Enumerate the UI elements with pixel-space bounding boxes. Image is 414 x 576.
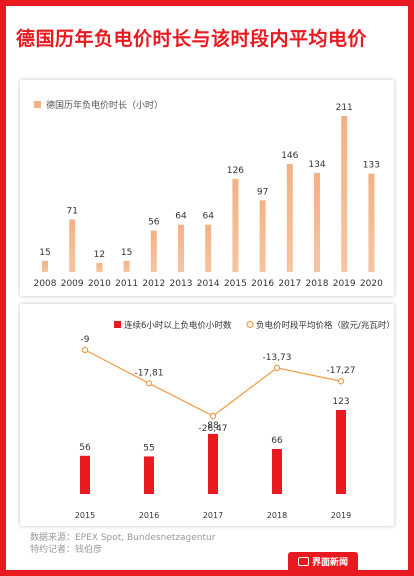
bar-2019 [341, 116, 348, 272]
bar-2008 [42, 260, 48, 272]
long-period-bar-2016 [144, 456, 154, 494]
price-point [273, 364, 281, 372]
x-tick-label: 2019 [333, 279, 356, 289]
chart1-legend: 德国历年负电价时长（小时） [34, 99, 163, 111]
price-point [337, 378, 345, 385]
bar-2017 [286, 164, 293, 272]
chart1-bars: 15 2008 71 2009 12 2010 15 2011 56 2012 64 2013 64 20… [34, 103, 384, 289]
bar-value-label: 12 [94, 250, 105, 260]
brand-badge: 界面新闻 [288, 552, 358, 570]
long-period-bar-2019 [336, 410, 346, 494]
legend-label-hours: 德国历年负电价时长（小时） [46, 99, 163, 111]
chart-long-negative-periods: 连续6小时以上负电价小时数 负电价时段平均价格（欧元/兆瓦时） 56 2015 55… [75, 320, 394, 520]
x-tick-label: 2008 [34, 279, 57, 289]
x-tick-label: 2017 [203, 511, 223, 520]
bar-value-label: 56 [148, 218, 160, 228]
price-point [145, 380, 153, 387]
x-tick-label: 2019 [331, 511, 351, 520]
chart-negative-price-hours: 德国历年负电价时长（小时） 15 2008 71 2009 12 2010 15 2011 56… [34, 99, 384, 289]
bar-value-label: 146 [281, 151, 298, 161]
infographic-page: 德国历年负电价时长与该时段内平均电价 德国历年负电价时长（小时） 15 2008 7… [6, 6, 408, 570]
bar-value-label: 133 [363, 161, 380, 171]
bar-value-label: 56 [79, 443, 91, 453]
x-tick-label: 2015 [75, 511, 95, 520]
brand-logo-icon [297, 556, 309, 566]
bar-value-label: 126 [227, 166, 244, 176]
x-tick-label: 2010 [88, 279, 111, 289]
price-value-label: -9 [81, 335, 90, 345]
price-point [209, 412, 217, 420]
source-line: 数据来源：EPEX Spot, Bundesnetzagentur [30, 533, 216, 543]
x-tick-label: 2016 [139, 511, 159, 520]
price-value-label: -26,47 [198, 424, 227, 434]
legend-swatch-bars [114, 321, 121, 328]
chart2-marks: 56 2015 55 2016 88 2017 66 2018 123 2019 -9 -17,81 -… [75, 335, 356, 520]
panel-negative-price-hours: 德国历年负电价时长（小时） 15 2008 71 2009 12 2010 15 2011 56… [20, 80, 394, 296]
reporter-line: 特约记者：钱伯彦 [30, 545, 103, 555]
bar-2016 [259, 200, 266, 272]
price-line [84, 349, 342, 417]
bar-value-label: 64 [202, 212, 214, 222]
bar-value-label: 88 [207, 421, 219, 431]
long-period-bar-2015 [80, 455, 90, 494]
bar-2011 [123, 260, 130, 272]
bar-2009 [69, 219, 76, 272]
legend-marker-line [246, 320, 254, 329]
x-tick-label: 2012 [142, 279, 165, 289]
bar-value-label: 97 [257, 187, 268, 197]
bar-value-label: 211 [336, 103, 353, 113]
x-tick-label: 2018 [306, 279, 329, 289]
bar-value-label: 71 [66, 207, 77, 217]
x-tick-label: 2016 [251, 279, 274, 289]
price-value-label: -17,27 [326, 366, 355, 376]
page-title: 德国历年负电价时长与该时段内平均电价 [16, 28, 368, 50]
legend-swatch-hours [34, 101, 41, 108]
bar-2013 [178, 224, 184, 272]
x-tick-label: 2020 [360, 279, 383, 289]
chart2-legend: 连续6小时以上负电价小时数 负电价时段平均价格（欧元/兆瓦时） [114, 320, 394, 331]
x-tick-label: 2009 [61, 279, 84, 289]
x-tick-label: 2015 [224, 279, 247, 289]
bar-2012 [150, 230, 157, 272]
x-tick-label: 2018 [267, 511, 287, 520]
bar-value-label: 55 [143, 443, 154, 453]
price-value-label: -13,73 [262, 353, 291, 363]
bar-2018 [314, 172, 320, 272]
bar-2014 [205, 224, 212, 272]
bar-value-label: 123 [332, 397, 349, 407]
legend-label-line: 负电价时段平均价格（欧元/兆瓦时） [256, 320, 394, 331]
x-tick-label: 2013 [170, 279, 193, 289]
brand-name: 界面新闻 [311, 557, 348, 568]
long-period-bar-2017 [208, 433, 218, 494]
price-point [81, 346, 89, 354]
x-tick-label: 2014 [197, 279, 220, 289]
bar-2020 [368, 173, 375, 272]
source-note: 数据来源：EPEX Spot, Bundesnetzagentur 特约记者：钱… [30, 532, 215, 556]
bar-value-label: 15 [121, 248, 132, 258]
bar-value-label: 15 [39, 248, 50, 258]
bar-value-label: 134 [308, 160, 325, 170]
bar-value-label: 66 [271, 436, 283, 446]
bar-2010 [96, 263, 103, 272]
bar-2015 [232, 178, 239, 272]
panel-long-negative-periods: 连续6小时以上负电价小时数 负电价时段平均价格（欧元/兆瓦时） 56 2015 55… [20, 304, 394, 526]
long-period-bar-2018 [272, 448, 282, 494]
x-tick-label: 2017 [278, 279, 301, 289]
price-value-label: -17,81 [134, 368, 163, 378]
legend-label-bars: 连续6小时以上负电价小时数 [124, 320, 232, 331]
x-tick-label: 2011 [115, 279, 138, 289]
bar-value-label: 64 [175, 212, 187, 222]
